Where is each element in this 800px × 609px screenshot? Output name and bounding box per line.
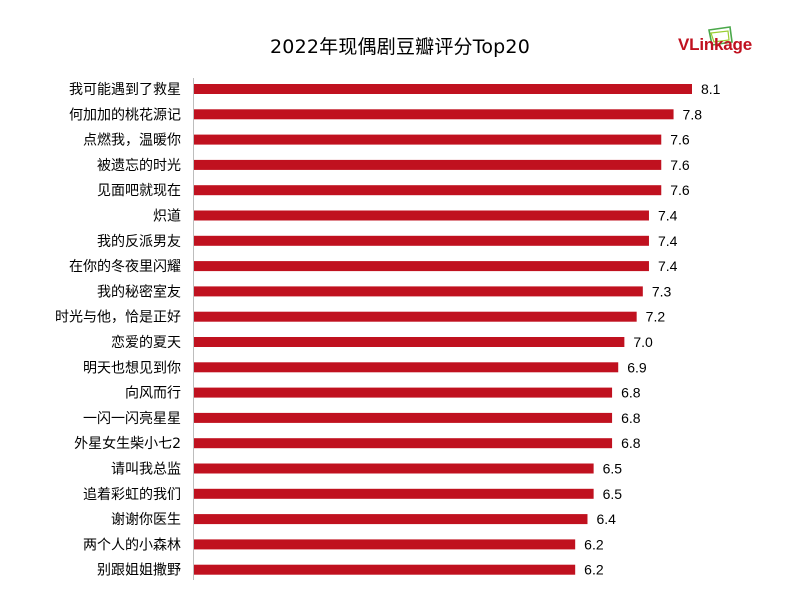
category-label: 时光与他，恰是正好 (55, 310, 181, 326)
category-label: 点燃我，温暖你 (83, 132, 181, 149)
bar (194, 514, 588, 525)
value-label: 6.5 (603, 486, 623, 502)
value-label: 7.8 (683, 106, 703, 122)
logo-text: VLinkage (678, 35, 752, 55)
category-label: 外星女生柴小七2 (74, 435, 181, 452)
bar (194, 539, 576, 550)
bar (194, 463, 594, 474)
value-label: 6.2 (584, 562, 604, 578)
value-label: 7.3 (652, 283, 672, 299)
logo-text-v: V (678, 35, 690, 54)
category-label: 被遗忘的时光 (97, 158, 181, 174)
logo-text-rest: Linkage (689, 35, 752, 54)
category-label: 别跟姐姐撒野 (97, 563, 181, 579)
category-label: 追着彩虹的我们 (83, 487, 181, 503)
category-label: 向风而行 (125, 386, 181, 402)
value-label: 7.0 (633, 334, 653, 350)
value-label: 6.9 (627, 359, 647, 375)
value-label: 6.5 (603, 461, 623, 477)
bar (194, 311, 637, 322)
bar (194, 159, 662, 170)
category-label: 炽道 (153, 209, 181, 225)
bar (194, 109, 674, 120)
bar (194, 235, 649, 246)
value-label: 6.2 (584, 536, 604, 552)
category-label: 我的反派男友 (97, 234, 181, 250)
bar (194, 185, 662, 196)
bar (194, 488, 594, 499)
value-label: 7.4 (658, 208, 678, 224)
bar (194, 362, 619, 373)
bar (194, 337, 625, 347)
value-label: 6.8 (621, 410, 641, 426)
category-label: 何加加的桃花源记 (69, 107, 181, 123)
bar (194, 84, 692, 94)
category-label: 两个人的小森林 (83, 537, 181, 553)
bar (194, 438, 613, 449)
value-label: 7.2 (646, 309, 666, 325)
value-label: 6.8 (621, 435, 641, 451)
bar (194, 387, 613, 398)
logo-mark-icon (708, 26, 733, 46)
bar (194, 412, 613, 423)
vlinkage-logo: VLinkage (678, 26, 768, 58)
category-label: 明天也想见到你 (83, 360, 181, 376)
category-label: 谢谢你医生 (111, 512, 181, 528)
category-label: 恋爱的夏天 (111, 334, 181, 351)
value-label: 6.8 (621, 385, 641, 401)
category-label: 一闪一闪亮星星 (83, 410, 181, 427)
chart-title: 2022年现偶剧豆瓣评分Top20 (270, 36, 530, 58)
value-label: 8.1 (701, 81, 721, 97)
bar (194, 134, 662, 145)
bar (194, 261, 649, 272)
category-label: 请叫我总监 (111, 462, 181, 478)
bar (194, 210, 649, 221)
value-label: 7.6 (670, 157, 690, 173)
category-label: 我可能遇到了救星 (69, 82, 181, 98)
value-label: 6.4 (596, 511, 616, 527)
category-label: 我的秘密室友 (97, 283, 181, 300)
value-label: 7.4 (658, 233, 678, 249)
bar (194, 564, 576, 575)
value-label: 7.4 (658, 258, 678, 274)
value-label: 7.6 (670, 182, 690, 198)
category-label: 见面吧就现在 (97, 183, 181, 199)
value-label: 7.6 (670, 132, 690, 148)
category-label: 在你的冬夜里闪耀 (69, 259, 181, 275)
y-axis-line (193, 78, 194, 580)
bar (194, 286, 643, 297)
